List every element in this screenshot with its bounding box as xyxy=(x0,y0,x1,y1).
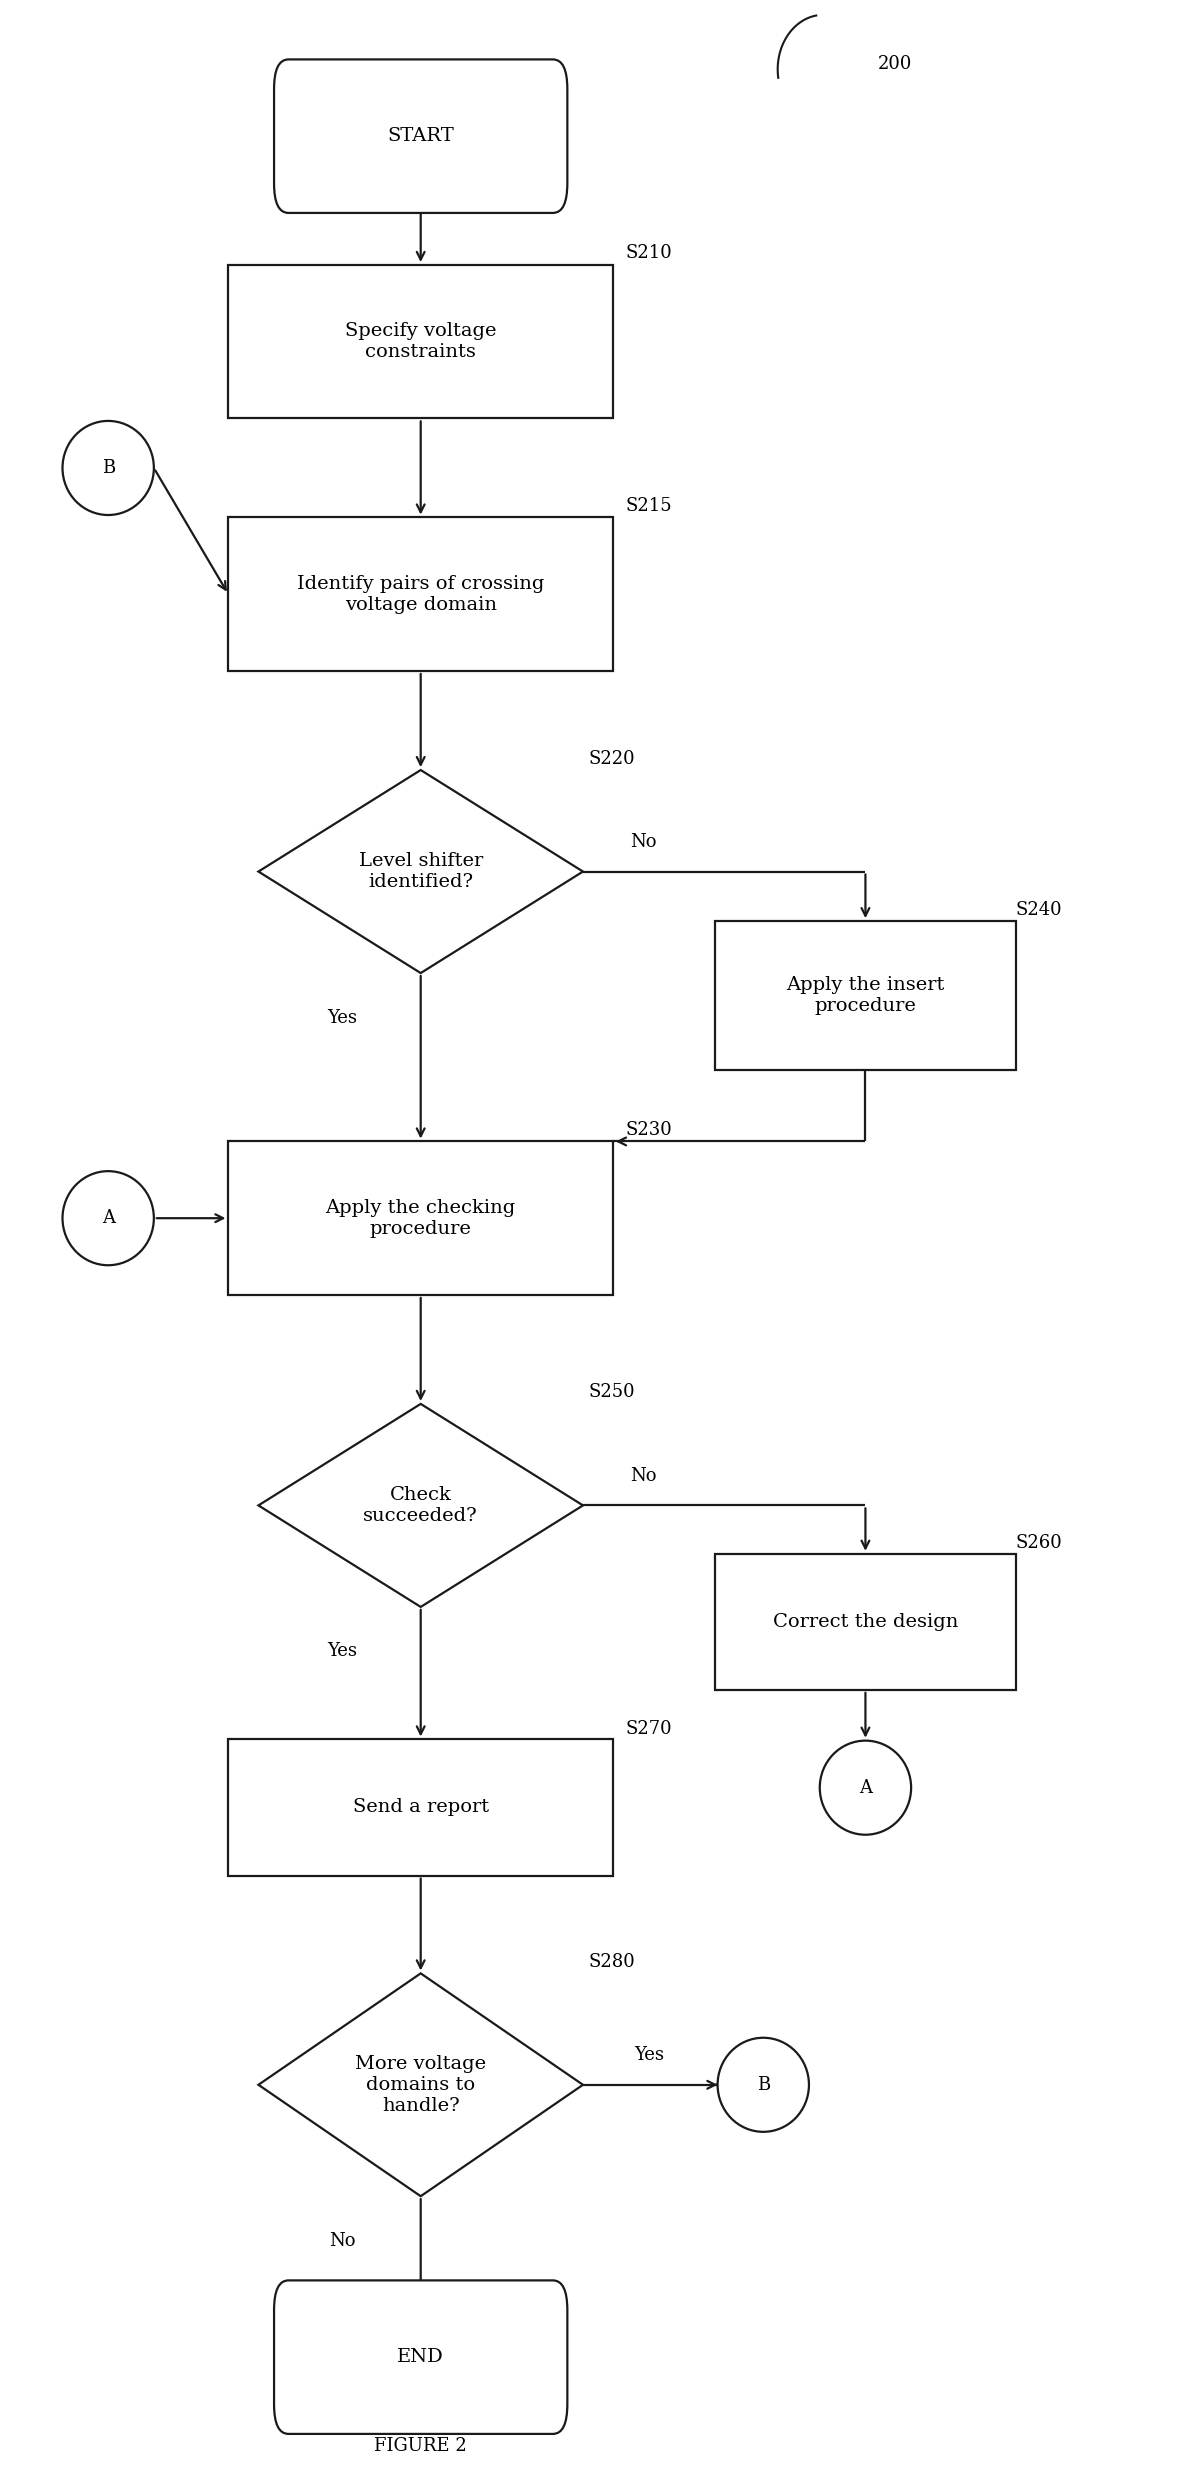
FancyBboxPatch shape xyxy=(274,2280,567,2434)
Bar xyxy=(715,921,1016,1070)
Polygon shape xyxy=(258,1404,583,1607)
Bar xyxy=(228,1738,613,1877)
Text: No: No xyxy=(630,1466,656,1486)
Text: 200: 200 xyxy=(877,54,912,74)
Text: S215: S215 xyxy=(625,498,672,515)
Text: No: No xyxy=(329,2231,356,2251)
Text: FIGURE 2: FIGURE 2 xyxy=(374,2436,468,2456)
Text: Level shifter
identified?: Level shifter identified? xyxy=(358,852,483,891)
Polygon shape xyxy=(258,770,583,973)
Text: S220: S220 xyxy=(589,750,636,768)
Text: Apply the insert
procedure: Apply the insert procedure xyxy=(786,976,945,1015)
Ellipse shape xyxy=(63,421,154,515)
Text: S270: S270 xyxy=(625,1721,672,1738)
Text: S280: S280 xyxy=(589,1954,636,1971)
Ellipse shape xyxy=(63,1171,154,1265)
Text: S250: S250 xyxy=(589,1384,636,1401)
Text: A: A xyxy=(859,1778,871,1798)
Text: S260: S260 xyxy=(1016,1535,1063,1552)
Text: S210: S210 xyxy=(625,245,672,262)
Text: END: END xyxy=(398,2347,444,2367)
Text: B: B xyxy=(101,458,115,478)
FancyBboxPatch shape xyxy=(274,59,567,213)
Text: B: B xyxy=(756,2075,770,2095)
Bar xyxy=(228,1141,613,1295)
Text: Send a report: Send a report xyxy=(352,1798,489,1817)
Text: Yes: Yes xyxy=(635,2045,664,2065)
Text: A: A xyxy=(102,1208,114,1228)
Bar xyxy=(715,1555,1016,1691)
Bar xyxy=(228,265,613,418)
Text: Yes: Yes xyxy=(328,1642,357,1661)
Text: Yes: Yes xyxy=(328,1008,357,1028)
Text: Apply the checking
procedure: Apply the checking procedure xyxy=(326,1198,516,1238)
Text: START: START xyxy=(387,126,454,146)
Text: More voltage
domains to
handle?: More voltage domains to handle? xyxy=(355,2055,487,2115)
Ellipse shape xyxy=(718,2038,809,2132)
Polygon shape xyxy=(258,1973,583,2196)
Text: Specify voltage
constraints: Specify voltage constraints xyxy=(345,322,496,361)
Ellipse shape xyxy=(820,1741,911,1835)
Text: Correct the design: Correct the design xyxy=(773,1612,958,1632)
Text: S230: S230 xyxy=(625,1122,672,1139)
Text: No: No xyxy=(630,832,656,852)
Text: Check
succeeded?: Check succeeded? xyxy=(363,1486,478,1525)
Bar xyxy=(228,517,613,671)
Text: Identify pairs of crossing
voltage domain: Identify pairs of crossing voltage domai… xyxy=(297,574,545,614)
Text: S240: S240 xyxy=(1016,901,1063,919)
